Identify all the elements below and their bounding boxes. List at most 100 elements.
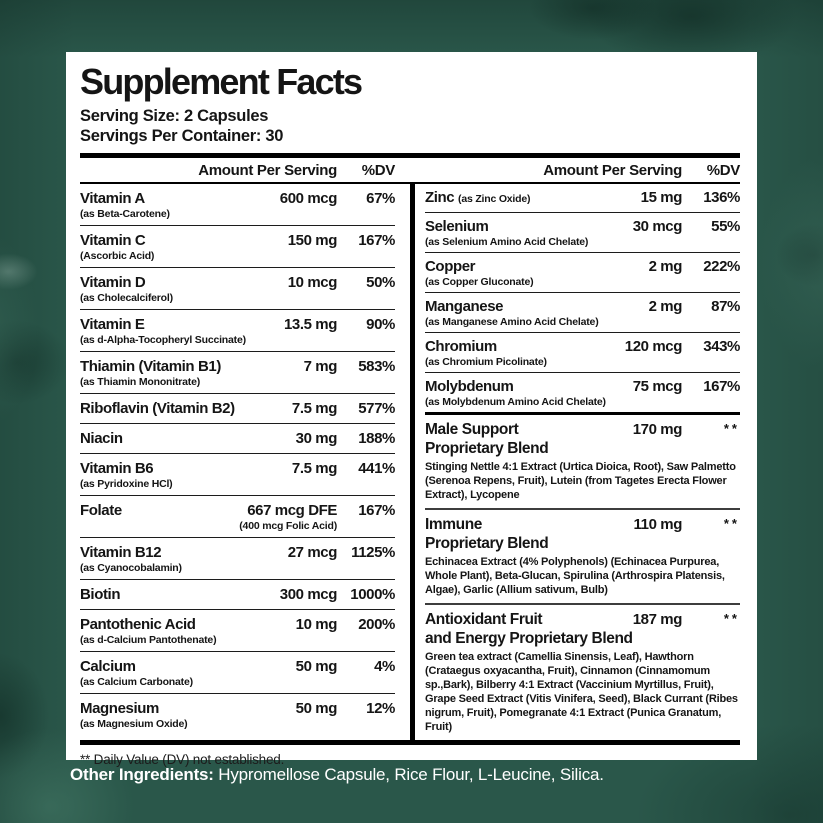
nutrient-amount: 10 mcg [287, 274, 338, 291]
nutrient-dv: 188% [358, 430, 395, 447]
nutrient-name: Magnesium [80, 700, 159, 717]
nutrient-source: (Ascorbic Acid) [80, 250, 155, 262]
nutrient-amount-cell: 2 mg [648, 298, 683, 316]
blend-title-line2: and Energy Proprietary Blend [425, 630, 633, 647]
nutrient-row: Pantothenic Acid (as d-Calcium Pantothen… [80, 610, 395, 652]
nutrient-amount: 7 mg [303, 358, 338, 375]
thick-divider-bottom [80, 740, 740, 745]
nutrient-amount: 2 mg [648, 298, 683, 315]
nutrient-name-cell: Calcium (as Calcium Carbonate) [80, 658, 296, 688]
dv-header: %DV [361, 162, 396, 179]
right-nutrient-column: Zinc (as Zinc Oxide) 15 mg 136% Selenium [425, 184, 740, 740]
header-gap [395, 162, 425, 179]
nutrient-dv: 441% [358, 460, 395, 477]
nutrient-dv: 222% [703, 258, 740, 275]
nutrient-amount: 75 mcg [632, 378, 683, 395]
nutrient-name: Manganese [425, 298, 649, 316]
nutrient-dv: 136% [703, 189, 740, 206]
blend-title-line1: Male Support [425, 421, 519, 438]
nutrient-row: Zinc (as Zinc Oxide) 15 mg 136% [425, 184, 740, 213]
nutrient-amount-cell: 300 mcg [280, 586, 338, 604]
other-ingredients-label: Other Ingredients: [70, 765, 214, 784]
nutrient-amount-cell: 75 mcg [632, 378, 683, 396]
nutrient-name: Molybdenum [425, 378, 633, 396]
nutrient-source: (as Molybdenum Amino Acid Chelate) [425, 396, 606, 408]
nutrient-dv: 200% [358, 616, 395, 633]
nutrient-dv: 55% [711, 218, 740, 235]
nutrient-source: (as Chromium Picolinate) [425, 356, 547, 368]
nutrient-row: Magnesium (as Magnesium Oxide) 50 mg 12% [80, 694, 395, 735]
nutrient-name: Riboflavin (Vitamin B2) [80, 400, 235, 417]
nutrient-name-cell: Riboflavin (Vitamin B2) [80, 400, 292, 418]
nutrient-row: Vitamin A (as Beta-Carotene) 600 mcg 67% [80, 184, 395, 226]
nutrient-amount: 50 mg [295, 658, 338, 675]
dv-footnote: ** Daily Value (DV) not established. [80, 752, 285, 767]
blend-header: Immune Proprietary Blend 110 mg ** [425, 515, 740, 553]
supplement-facts-panel: Supplement Facts Serving Size: 2 Capsule… [66, 52, 757, 767]
nutrient-amount-cell: 30 mcg [632, 218, 683, 236]
nutrient-name: Vitamin B6 [80, 460, 154, 477]
nutrient-row: Molybdenum (as Molybdenum Amino Acid Che… [425, 373, 740, 415]
nutrient-name: Folate [80, 502, 122, 519]
nutrient-amount: 10 mg [295, 616, 338, 633]
thick-divider-top [80, 153, 740, 158]
nutrient-amount-cell: 120 mcg [625, 338, 683, 356]
nutrient-row: Biotin 300 mcg 1000% [80, 580, 395, 610]
nutrient-source: (as d-Alpha-Tocopheryl Succinate) [80, 334, 246, 346]
blend-header: Antioxidant Fruit and Energy Proprietary… [425, 610, 740, 648]
blend-ingredients: Green tea extract (Camellia Sinensis, Le… [425, 651, 738, 733]
nutrient-row: Vitamin E (as d-Alpha-Tocopheryl Succina… [80, 310, 395, 352]
nutrient-dv: 343% [703, 338, 740, 355]
nutrient-name: Zinc (as Zinc Oxide) [425, 189, 641, 208]
nutrient-source: (as Cyanocobalamin) [80, 562, 182, 574]
nutrient-source: (as Manganese Amino Acid Chelate) [425, 316, 599, 328]
nutrient-dv: 1125% [351, 544, 395, 561]
nutrient-name: Biotin [80, 586, 121, 603]
nutrient-name-cell: Vitamin B6 (as Pyridoxine HCl) [80, 460, 292, 490]
nutrient-name-cell: Zinc (as Zinc Oxide) [425, 189, 641, 208]
nutrient-amount-cell: 667 mcg DFE (400 mcg Folic Acid) [239, 502, 337, 532]
nutrient-row: Vitamin D (as Cholecalciferol) 10 mcg 50… [80, 268, 395, 310]
column-headers: Amount Per Serving %DV Amount Per Servin… [80, 158, 740, 184]
nutrient-name-cell: Vitamin A (as Beta-Carotene) [80, 190, 280, 220]
nutrient-dv: 167% [703, 378, 740, 395]
nutrient-row: Vitamin C (Ascorbic Acid) 150 mg 167% [80, 226, 395, 268]
nutrient-name-text: Manganese [425, 298, 504, 315]
nutrient-row: Riboflavin (Vitamin B2) 7.5 mg 577% [80, 394, 395, 424]
nutrient-name: Pantothenic Acid [80, 616, 196, 633]
blend-row: Immune Proprietary Blend 110 mg ** Echin… [425, 510, 740, 605]
nutrient-name-cell: Pantothenic Acid (as d-Calcium Pantothen… [80, 616, 296, 646]
amount-per-serving-header: Amount Per Serving [543, 162, 682, 179]
nutrient-dv: 67% [366, 190, 395, 207]
nutrient-amount: 27 mcg [287, 544, 338, 561]
nutrient-name: Thiamin (Vitamin B1) [80, 358, 221, 375]
blend-title: Male Support Proprietary Blend [425, 420, 633, 458]
blend-dv: ** [723, 421, 740, 436]
left-nutrient-column: Vitamin A (as Beta-Carotene) 600 mcg 67%… [80, 184, 395, 740]
servings-per-container: Servings Per Container: 30 [80, 127, 284, 145]
nutrient-amount: 30 mcg [632, 218, 683, 235]
blend-title-line1: Antioxidant Fruit [425, 611, 543, 628]
nutrient-name-text: Chromium [425, 338, 497, 355]
nutrient-dv: 87% [711, 298, 740, 315]
nutrient-name-cell: Folate [80, 502, 239, 520]
blend-dv: ** [723, 516, 740, 531]
nutrient-dv: 50% [366, 274, 395, 291]
blend-ingredients: Echinacea Extract (4% Polyphenols) (Echi… [425, 556, 725, 596]
nutrient-row: Vitamin B6 (as Pyridoxine HCl) 7.5 mg 44… [80, 454, 395, 496]
nutrient-amount-cell: 7 mg [303, 358, 338, 376]
nutrient-amount-cell: 150 mg [288, 232, 338, 250]
nutrient-name-cell: Vitamin B12 (as Cyanocobalamin) [80, 544, 288, 574]
nutrient-dv: 12% [366, 700, 395, 717]
other-ingredients-line: Other Ingredients: Hypromellose Capsule,… [70, 764, 770, 785]
blend-amount: 170 mg [632, 421, 683, 438]
nutrient-name-cell: Selenium (as Selenium Amino Acid Chelate… [425, 218, 633, 248]
nutrient-dv: 167% [358, 502, 395, 519]
nutrient-amount-cell: 10 mg [295, 616, 338, 634]
nutrient-dv: 167% [358, 232, 395, 249]
nutrient-row: Niacin 30 mg 188% [80, 424, 395, 454]
nutrient-amount: 50 mg [295, 700, 338, 717]
nutrient-name: Copper [425, 258, 649, 276]
nutrient-name-cell: Biotin [80, 586, 280, 604]
